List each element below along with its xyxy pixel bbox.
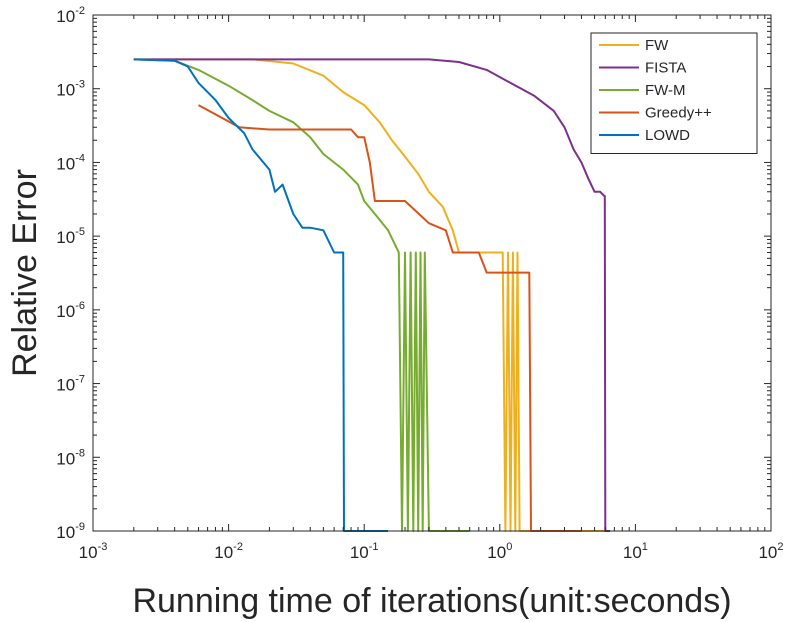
x-tick-label: 102 [758, 541, 783, 562]
y-tick-label: 10-3 [56, 79, 85, 100]
y-tick-label: 10-2 [56, 5, 85, 26]
series-layer [133, 58, 610, 532]
legend-label: Greedy++ [645, 105, 712, 122]
legend-label: FW-M [645, 82, 686, 99]
y-tick-label: 10-7 [56, 374, 85, 395]
y-tick-label: 10-5 [56, 226, 85, 247]
x-tick-label: 101 [623, 541, 648, 562]
y-tick-label: 10-4 [56, 152, 85, 173]
legend: FW FISTA FW-M Greedy++ LOWD [590, 32, 758, 154]
legend-label: LOWD [645, 127, 690, 144]
x-tick-label: 10-2 [214, 541, 243, 562]
x-tick-label: 100 [487, 541, 512, 562]
y-tick-label: 10-8 [56, 447, 85, 468]
series-line-fista [133, 58, 610, 532]
legend-label: FW [645, 37, 669, 54]
y-tick-label: 10-9 [56, 521, 85, 542]
y-axis-title: Relative Error [6, 169, 44, 377]
axes-layer: 10-3 10-2 10-1 100 101 102 10-9 10-8 10-7 10-6 10-… [56, 5, 783, 562]
x-tick-label: 10-3 [79, 541, 108, 562]
series-line-fw-m [133, 58, 470, 532]
legend-box [590, 32, 758, 154]
legend-label: FISTA [645, 60, 686, 77]
series-line-greedy [198, 104, 582, 532]
y-tick-label: 10-6 [56, 300, 85, 321]
x-tick-label: 10-1 [350, 541, 379, 562]
axes-frame [92, 14, 772, 532]
x-axis-title: Running time of iterations(unit:seconds) [132, 582, 731, 620]
series-line-lowd [133, 58, 389, 532]
